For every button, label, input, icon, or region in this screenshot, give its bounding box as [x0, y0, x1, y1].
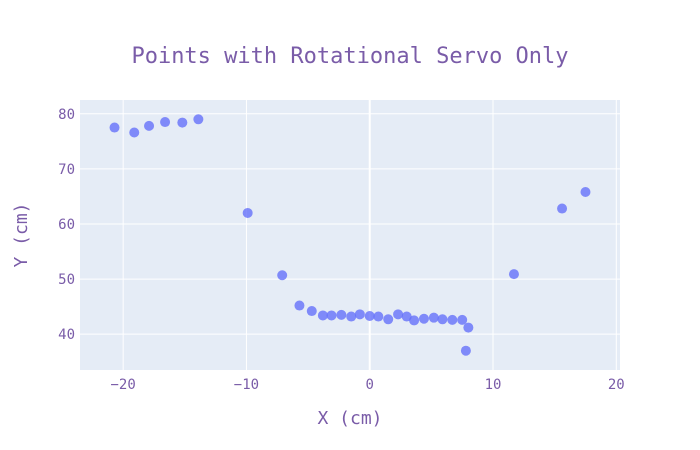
- y-tick-label: 70: [58, 162, 75, 178]
- data-point: [383, 314, 394, 325]
- data-point: [437, 314, 448, 325]
- data-point: [242, 207, 253, 218]
- data-point: [409, 315, 420, 326]
- plot-area: [80, 100, 620, 370]
- y-tick-label: 40: [58, 327, 75, 343]
- chart-title: Points with Rotational Servo Only: [131, 44, 568, 69]
- data-point: [354, 309, 365, 320]
- grid-lines: [80, 100, 620, 370]
- data-point: [193, 114, 204, 125]
- data-point: [177, 117, 188, 128]
- data-points: [109, 114, 591, 356]
- data-point: [557, 203, 568, 214]
- data-point: [428, 312, 439, 323]
- tick-labels: −20 −10 0 10 20 40 50 60 70 80: [58, 107, 625, 393]
- data-point: [463, 322, 474, 333]
- y-tick-label: 80: [58, 107, 75, 123]
- x-axis-title: X (cm): [317, 408, 382, 429]
- x-tick-label: 10: [485, 377, 502, 393]
- data-point: [508, 269, 519, 280]
- data-point: [393, 309, 404, 320]
- x-tick-label: 0: [366, 377, 374, 393]
- x-tick-label: −20: [111, 377, 136, 393]
- data-point: [346, 311, 357, 322]
- data-point: [277, 270, 288, 281]
- data-point: [373, 311, 384, 322]
- data-point: [129, 127, 140, 138]
- data-point: [144, 120, 155, 131]
- data-point: [460, 345, 471, 356]
- data-point: [457, 314, 468, 325]
- y-tick-label: 50: [58, 272, 75, 288]
- x-tick-label: 20: [608, 377, 625, 393]
- data-point: [160, 117, 171, 128]
- data-point: [326, 310, 337, 321]
- data-point: [109, 122, 120, 133]
- data-point: [306, 306, 317, 317]
- data-point: [364, 311, 375, 321]
- data-point: [418, 313, 429, 324]
- data-point: [447, 314, 458, 325]
- data-point: [336, 309, 347, 320]
- data-point: [401, 311, 412, 322]
- x-tick-label: −10: [234, 377, 259, 393]
- y-tick-label: 60: [58, 217, 75, 233]
- y-axis-title: Y (cm): [11, 202, 32, 267]
- data-point: [294, 300, 305, 311]
- data-point: [317, 310, 328, 321]
- data-point: [580, 187, 591, 198]
